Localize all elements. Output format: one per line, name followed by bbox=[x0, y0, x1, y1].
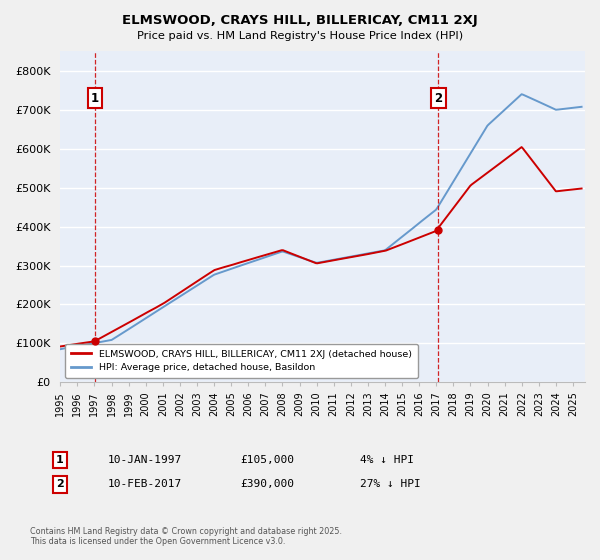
Text: £390,000: £390,000 bbox=[240, 479, 294, 489]
Text: 4% ↓ HPI: 4% ↓ HPI bbox=[360, 455, 414, 465]
Text: Contains HM Land Registry data © Crown copyright and database right 2025.
This d: Contains HM Land Registry data © Crown c… bbox=[30, 526, 342, 546]
Text: 2: 2 bbox=[434, 92, 442, 105]
Legend: ELMSWOOD, CRAYS HILL, BILLERICAY, CM11 2XJ (detached house), HPI: Average price,: ELMSWOOD, CRAYS HILL, BILLERICAY, CM11 2… bbox=[65, 344, 418, 377]
Text: 27% ↓ HPI: 27% ↓ HPI bbox=[360, 479, 421, 489]
Point bbox=[90, 337, 100, 346]
Point bbox=[434, 226, 443, 235]
Text: £105,000: £105,000 bbox=[240, 455, 294, 465]
Text: Price paid vs. HM Land Registry's House Price Index (HPI): Price paid vs. HM Land Registry's House … bbox=[137, 31, 463, 41]
Text: 2: 2 bbox=[56, 479, 64, 489]
Text: 10-FEB-2017: 10-FEB-2017 bbox=[108, 479, 182, 489]
Text: 1: 1 bbox=[56, 455, 64, 465]
Text: ELMSWOOD, CRAYS HILL, BILLERICAY, CM11 2XJ: ELMSWOOD, CRAYS HILL, BILLERICAY, CM11 2… bbox=[122, 14, 478, 27]
Text: 10-JAN-1997: 10-JAN-1997 bbox=[108, 455, 182, 465]
Text: 1: 1 bbox=[91, 92, 99, 105]
